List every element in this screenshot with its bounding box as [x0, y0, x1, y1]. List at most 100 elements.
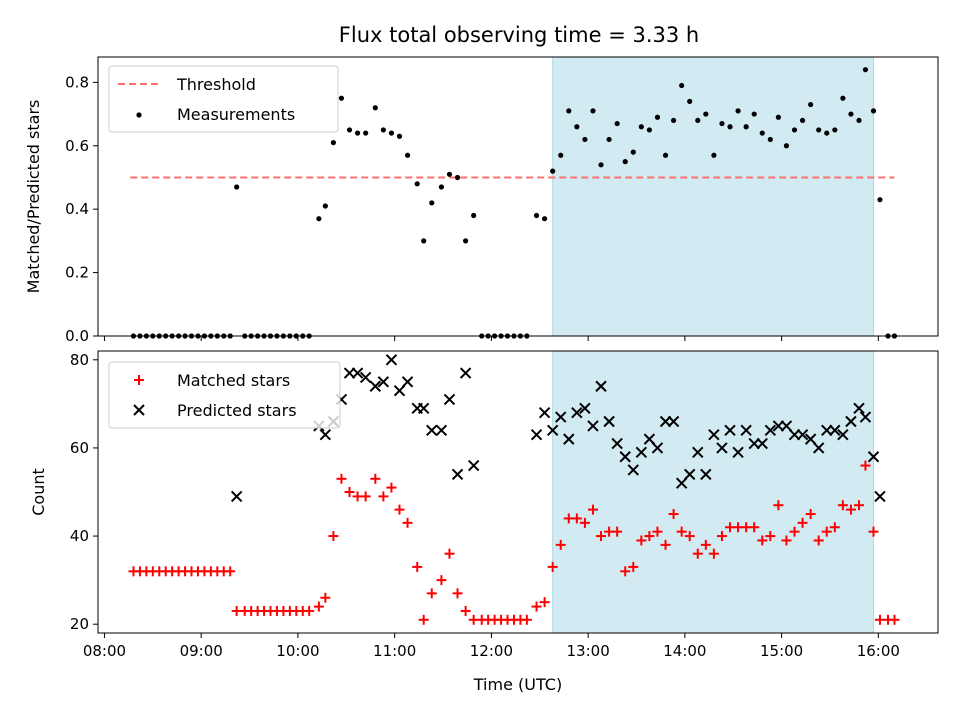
- measurement-point: [614, 120, 620, 127]
- x-axis-label: Time (UTC): [473, 675, 562, 694]
- matched-star-point: [394, 504, 405, 515]
- observing-window-shade-bottom: [552, 350, 875, 634]
- measurement-point: [870, 108, 877, 114]
- measurement-point: [848, 111, 854, 117]
- matched-star-point: [805, 509, 816, 520]
- observing-window-top: [552, 56, 875, 337]
- predicted-star-point: [385, 354, 398, 366]
- matched-star-point: [452, 588, 463, 599]
- ratio-y-axis-ticks: 0.0 0.2 0.4 0.6 0.8: [65, 73, 98, 345]
- predicted-star-point: [845, 415, 857, 428]
- matched-star-point: [360, 491, 371, 502]
- measurement-point: [759, 130, 765, 136]
- matched-star-point: [652, 526, 663, 537]
- measurement-point: [877, 197, 883, 203]
- count-ytick-label: 60: [70, 439, 89, 457]
- measurement-point: [316, 216, 322, 222]
- matched-star-point: [813, 535, 824, 546]
- predicted-star-point: [853, 402, 865, 414]
- predicted-star-point: [675, 477, 688, 489]
- predicted-star-point: [684, 468, 696, 481]
- measurement-point: [330, 140, 336, 146]
- matched-star-point: [336, 473, 347, 484]
- measurement-point: [574, 124, 580, 130]
- matched-star-point: [418, 614, 429, 625]
- count-ytick-label: 20: [70, 615, 89, 633]
- predicted-star-point: [587, 420, 599, 432]
- matched-star-point: [571, 513, 582, 524]
- count-y-axis-ticks: 20 40 60 80: [70, 351, 98, 633]
- measurement-point: [404, 152, 411, 158]
- predicted-star-point: [603, 415, 615, 428]
- measurement-point: [791, 127, 798, 133]
- ratio-panel: 0.00.20.40.60.8 Matched/Predicted stars …: [24, 56, 939, 345]
- matched-star-point: [676, 526, 687, 537]
- measurement-point: [862, 67, 869, 73]
- count-x-axis-ticks: 08:00 09:00 10:00 11:00 12:00 13:00 14:00 15:00…: [83, 633, 900, 660]
- measurement-point: [471, 212, 477, 219]
- count-xtick-label: 08:00: [83, 642, 126, 660]
- count-xtick-label: 15:00: [760, 642, 803, 660]
- ratio-x-axis-ticks: [103, 336, 879, 341]
- predicted-star-point: [435, 424, 448, 437]
- matched-star-point: [845, 504, 856, 515]
- matched-star-point: [628, 561, 639, 572]
- measurement-point: [234, 184, 240, 190]
- matched-star-point: [521, 614, 532, 625]
- predicted-star-point: [837, 429, 849, 441]
- measurement-point: [767, 136, 773, 143]
- count-ytick-label: 40: [70, 527, 89, 545]
- predicted-star-point: [555, 411, 567, 423]
- matched-star-point: [612, 526, 623, 537]
- predicted-star-point: [627, 464, 639, 476]
- measurement-point: [582, 136, 588, 143]
- predicted-star-point: [369, 380, 382, 392]
- predicted-star-point: [829, 424, 841, 437]
- measurement-point: [454, 174, 461, 181]
- matched-star-point: [789, 526, 800, 537]
- measurement-point: [840, 95, 846, 101]
- predicted-star-point: [393, 384, 406, 397]
- predicted-star-point: [579, 402, 591, 414]
- predicted-star-point: [530, 429, 543, 441]
- matched-star-point: [402, 517, 413, 528]
- measurement-point: [363, 130, 369, 136]
- predicted-star-point: [812, 442, 825, 454]
- measurement-point: [824, 130, 830, 136]
- legend-predicted-swatch: [133, 404, 145, 416]
- legend-matched-label: Matched stars: [177, 371, 290, 390]
- measurement-point: [463, 238, 469, 244]
- matched-star-point: [225, 566, 236, 577]
- measurement-point: [550, 168, 556, 174]
- predicted-star-point: [538, 406, 551, 419]
- predicted-star-point: [764, 424, 777, 437]
- legend-predicted-label: Predicted stars: [177, 401, 297, 420]
- measurement-point: [372, 105, 378, 111]
- predicted-star-point: [651, 442, 664, 454]
- measurement-point: [662, 152, 669, 158]
- matched-star-point: [868, 526, 879, 537]
- predicted-star-point: [426, 424, 438, 437]
- count-xtick-label: 11:00: [373, 642, 416, 660]
- matched-star-point: [436, 575, 447, 586]
- matched-star-point: [370, 473, 381, 484]
- predicted-star-point: [571, 406, 583, 419]
- predicted-star-point: [595, 380, 607, 392]
- ratio-ytick-label: 0.8: [65, 73, 89, 91]
- measurement-point: [679, 82, 685, 89]
- measurement-point: [421, 238, 427, 244]
- predicted-star-point: [780, 420, 793, 432]
- predicted-star-point: [319, 429, 332, 441]
- matched-star-point: [596, 531, 607, 542]
- measurement-point: [630, 149, 636, 155]
- predicted-star-point: [401, 376, 414, 388]
- ratio-legend: Threshold Measurements: [108, 65, 339, 133]
- measurement-point: [687, 98, 693, 104]
- matched-star-point: [684, 531, 695, 542]
- measurement-point: [338, 95, 345, 101]
- matched-star-point: [765, 531, 776, 542]
- matched-star-point: [539, 597, 550, 608]
- measurement-point: [622, 159, 628, 165]
- predicted-star-point: [667, 415, 680, 428]
